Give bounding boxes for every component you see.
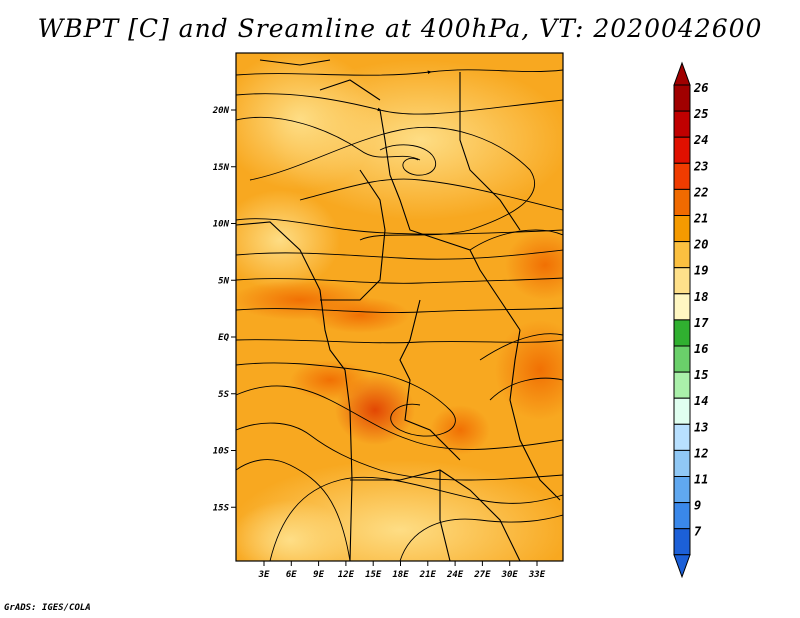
colorbar-min-triangle [673, 554, 691, 579]
colorbar-label: 12 [694, 446, 708, 460]
lon-tick-label: 21E [419, 570, 437, 580]
lon-tick-label: 6E [286, 570, 297, 580]
lon-tick-label: 27E [473, 570, 491, 580]
grads-credit: GrADS: IGES/COLA [4, 603, 91, 613]
colorbar-swatch [673, 110, 691, 138]
colorbar-label: 20 [693, 238, 708, 252]
lon-tick-label: 9E [313, 570, 324, 580]
colorbar-label: 17 [694, 316, 709, 330]
colorbar-label: 23 [693, 159, 708, 173]
colorbar-label: 14 [694, 394, 708, 408]
lon-tick-label: 12E [338, 570, 355, 580]
colorbar: 26 25 24 23 22 21 20 19 18 17 16 15 14 13 12 11 9 7 [673, 61, 709, 579]
colorbar-max-triangle [673, 61, 691, 86]
colorbar-label: 11 [694, 473, 708, 487]
colorbar-swatch [673, 502, 691, 530]
lon-tick-label: 18E [392, 570, 409, 580]
colorbar-swatch [673, 423, 691, 451]
wbpt-shading [236, 53, 563, 561]
colorbar-swatch [673, 84, 691, 112]
colorbar-swatch [673, 371, 691, 399]
country-borders [236, 59, 561, 561]
colorbar-label: 25 [693, 107, 708, 121]
colorbar-label: 15 [694, 368, 708, 382]
lon-tick-label: 24E [446, 570, 464, 580]
lat-tick-label: 5S [218, 390, 229, 400]
lat-tick-label: 5N [218, 276, 229, 286]
colorbar-swatch [673, 449, 691, 477]
lat-tick-label: EQ [218, 333, 229, 343]
lon-tick-label: 30E [501, 570, 519, 580]
colorbar-swatch [673, 162, 691, 190]
colorbar-swatch [673, 345, 691, 373]
colorbar-swatch [673, 136, 691, 164]
colorbar-swatch [673, 267, 691, 295]
lat-tick-label: 15N [213, 163, 230, 173]
colorbar-swatch [673, 528, 691, 556]
colorbar-label: 24 [693, 133, 708, 147]
colorbar-swatch [673, 293, 691, 321]
colorbar-label: 26 [693, 81, 708, 95]
colorbar-swatch [673, 476, 691, 504]
chart-title: WBPT [C] and Sreamline at 400hPa, VT: 20… [37, 14, 763, 43]
colorbar-label: 21 [693, 212, 708, 226]
latitude-axis: 20N 15N 10N 5N EQ 5S 10S 15S [212, 106, 236, 513]
lat-tick-label: 10N [213, 220, 230, 230]
colorbar-label: 7 [694, 525, 702, 539]
longitude-axis: 3E 6E 9E 12E 15E 18E 21E 24E 27E 30E 33E [258, 561, 546, 580]
colorbar-label: 13 [694, 420, 708, 434]
map-frame [235, 52, 564, 562]
colorbar-label: 16 [694, 342, 708, 356]
colorbar-label: 18 [694, 290, 708, 304]
colorbar-swatch [673, 397, 691, 425]
colorbar-swatch [673, 188, 691, 216]
colorbar-label: 19 [694, 264, 708, 278]
colorbar-swatch [673, 215, 691, 243]
lat-tick-label: 20N [212, 106, 230, 116]
colorbar-label: 22 [693, 185, 708, 199]
lon-tick-label: 33E [528, 570, 546, 580]
lat-tick-label: 10S [213, 447, 230, 457]
colorbar-label: 9 [694, 499, 701, 513]
lon-tick-label: 3E [258, 570, 270, 580]
colorbar-swatch [673, 241, 691, 269]
colorbar-swatch [673, 319, 691, 347]
lat-tick-label: 15S [213, 503, 230, 513]
lon-tick-label: 15E [365, 570, 382, 580]
